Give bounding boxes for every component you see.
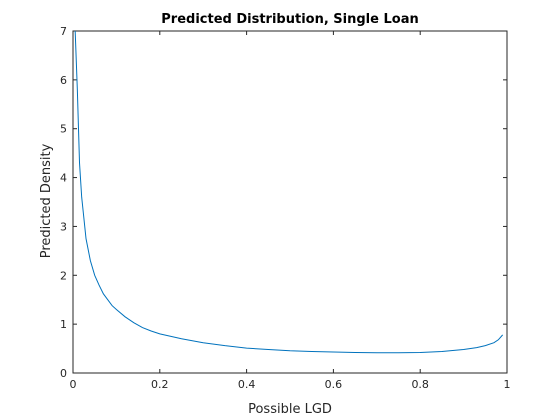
axes-box (72, 30, 508, 374)
y-tick-label: 7 (60, 25, 67, 38)
x-tick-label: 0.2 (151, 378, 169, 391)
y-tick-label: 3 (60, 220, 67, 233)
y-tick-label: 5 (60, 123, 67, 136)
y-tick-label: 1 (60, 318, 67, 331)
y-tick-label: 6 (60, 74, 67, 87)
y-tick-label: 4 (60, 172, 67, 185)
x-axis-label: Possible LGD (248, 402, 332, 417)
density-line (74, 30, 504, 354)
y-tick-label: 0 (60, 367, 67, 380)
x-tick-label: 0 (70, 378, 77, 391)
x-tick-label: 0.6 (325, 378, 343, 391)
x-tick-label: 0.4 (238, 378, 256, 391)
chart-title: Predicted Distribution, Single Loan (161, 12, 418, 27)
x-tick-label: 1 (504, 378, 511, 391)
plot-area: 0 0.2 0.4 0.6 0.8 1 0 1 2 3 4 5 6 7 (60, 25, 511, 391)
y-tick-label: 2 (60, 269, 67, 282)
x-tick-label: 0.8 (411, 378, 429, 391)
y-axis-label: Predicted Density (39, 143, 54, 258)
